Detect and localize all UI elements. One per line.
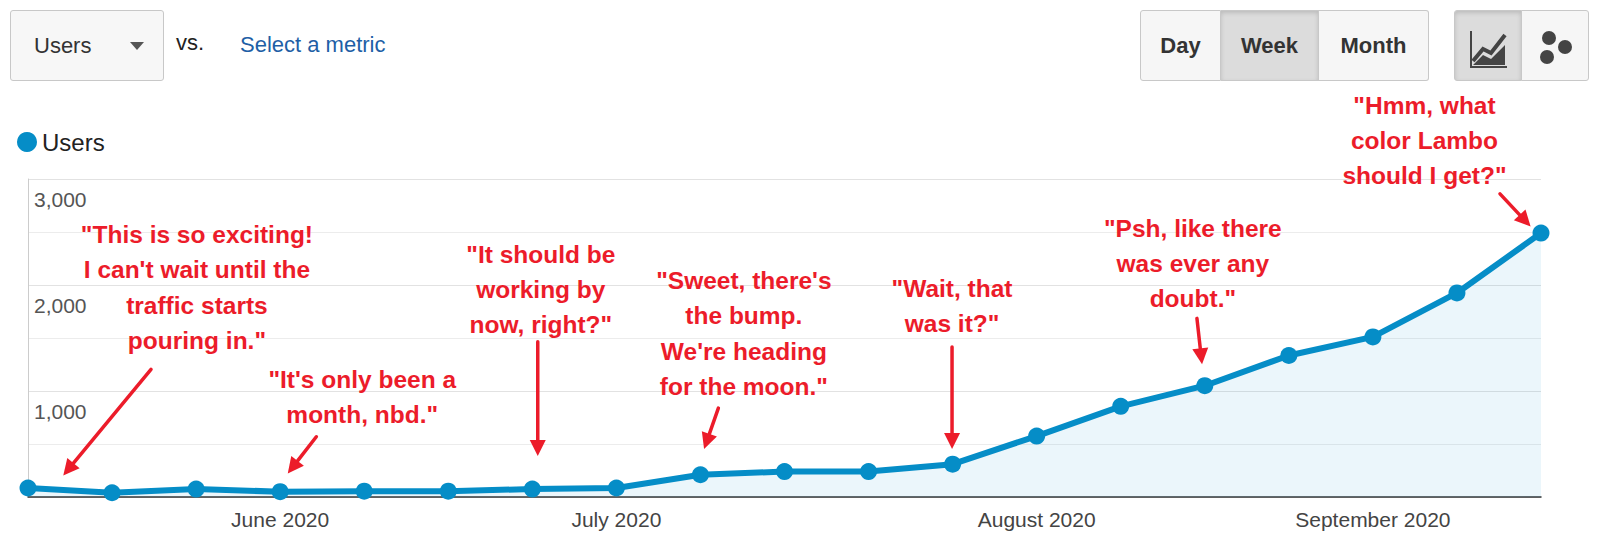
- html-text:Month: Month: [1340, 33, 1407, 58]
- svg-text:3,000: 3,000: [34, 188, 87, 211]
- html-text:Week: Week: [1241, 33, 1298, 58]
- svg-text:Users: Users: [42, 129, 105, 156]
- svg-text:September 2020: September 2020: [1295, 508, 1450, 531]
- svg-text:June 2020: June 2020: [231, 508, 329, 531]
- html-text:Users: Users: [34, 33, 92, 58]
- html-text:vs.: vs.: [176, 30, 205, 55]
- svg-text:"Wait, thatwas it?": "Wait, thatwas it?": [892, 275, 1013, 337]
- svg-text:1,000: 1,000: [34, 400, 87, 423]
- svg-text:July 2020: July 2020: [571, 508, 661, 531]
- svg-text:August 2020: August 2020: [978, 508, 1096, 531]
- svg-text:"Hmm, whatcolor Lamboshould I: "Hmm, whatcolor Lamboshould I get?": [1342, 92, 1506, 189]
- html-text:Select a metric: Select a metric: [240, 32, 386, 57]
- svg-text:"It's only been amonth, nbd.": "It's only been amonth, nbd.": [268, 366, 456, 428]
- html-text:Day: Day: [1160, 33, 1201, 58]
- svg-text:"It should beworking bynow, ri: "It should beworking bynow, right?": [466, 241, 615, 338]
- svg-text:"Sweet, there'sthe bump.We're: "Sweet, there'sthe bump.We're headingfor…: [656, 267, 831, 400]
- svg-text:2,000: 2,000: [34, 294, 87, 317]
- svg-text:"Psh, like therewas ever anydo: "Psh, like therewas ever anydoubt.": [1104, 215, 1282, 312]
- svg-text:"This is so exciting!I can't w: "This is so exciting!I can't wait until …: [81, 221, 313, 354]
